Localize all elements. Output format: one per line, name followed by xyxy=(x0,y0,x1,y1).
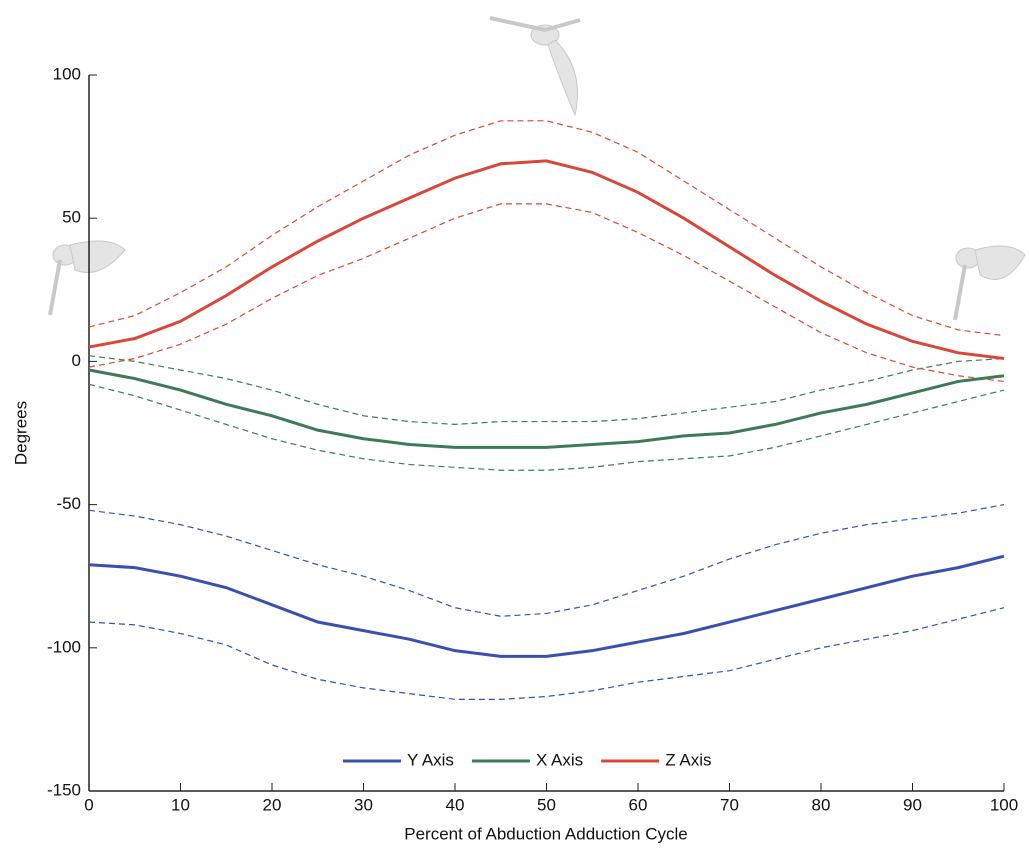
y-tick-label: 100 xyxy=(53,64,81,83)
bound-line xyxy=(88,504,1005,617)
bound-line xyxy=(88,383,1005,471)
x-tick-label: 80 xyxy=(812,795,831,814)
x-tick-label: 100 xyxy=(990,795,1018,814)
series-line xyxy=(88,368,1005,449)
y-tick-label: -50 xyxy=(56,494,81,513)
bound-line xyxy=(88,120,1005,337)
x-tick-label: 60 xyxy=(629,795,648,814)
x-axis-label: Percent of Abduction Adduction Cycle xyxy=(404,824,688,843)
x-tick-label: 40 xyxy=(446,795,465,814)
x-tick-label: 70 xyxy=(720,795,739,814)
legend-label: X Axis xyxy=(536,750,583,769)
y-tick-label: -150 xyxy=(47,780,81,799)
bound-line xyxy=(88,607,1005,700)
y-axis-label: Degrees xyxy=(11,401,30,465)
x-tick-label: 50 xyxy=(537,795,556,814)
y-tick-label: 0 xyxy=(72,351,81,370)
x-tick-label: 0 xyxy=(84,795,93,814)
x-tick-label: 30 xyxy=(354,795,373,814)
legend-label: Z Axis xyxy=(665,750,711,769)
series-line xyxy=(88,554,1005,658)
bound-line xyxy=(88,203,1005,383)
x-tick-label: 90 xyxy=(903,795,922,814)
y-tick-label: 50 xyxy=(62,208,81,227)
legend-label: Y Axis xyxy=(407,750,454,769)
shoulder-illustration xyxy=(48,16,1026,321)
x-tick-label: 20 xyxy=(263,795,282,814)
y-tick-label: -100 xyxy=(47,637,81,656)
series-line xyxy=(88,159,1005,361)
x-tick-label: 10 xyxy=(171,795,190,814)
bound-line xyxy=(88,355,1005,426)
